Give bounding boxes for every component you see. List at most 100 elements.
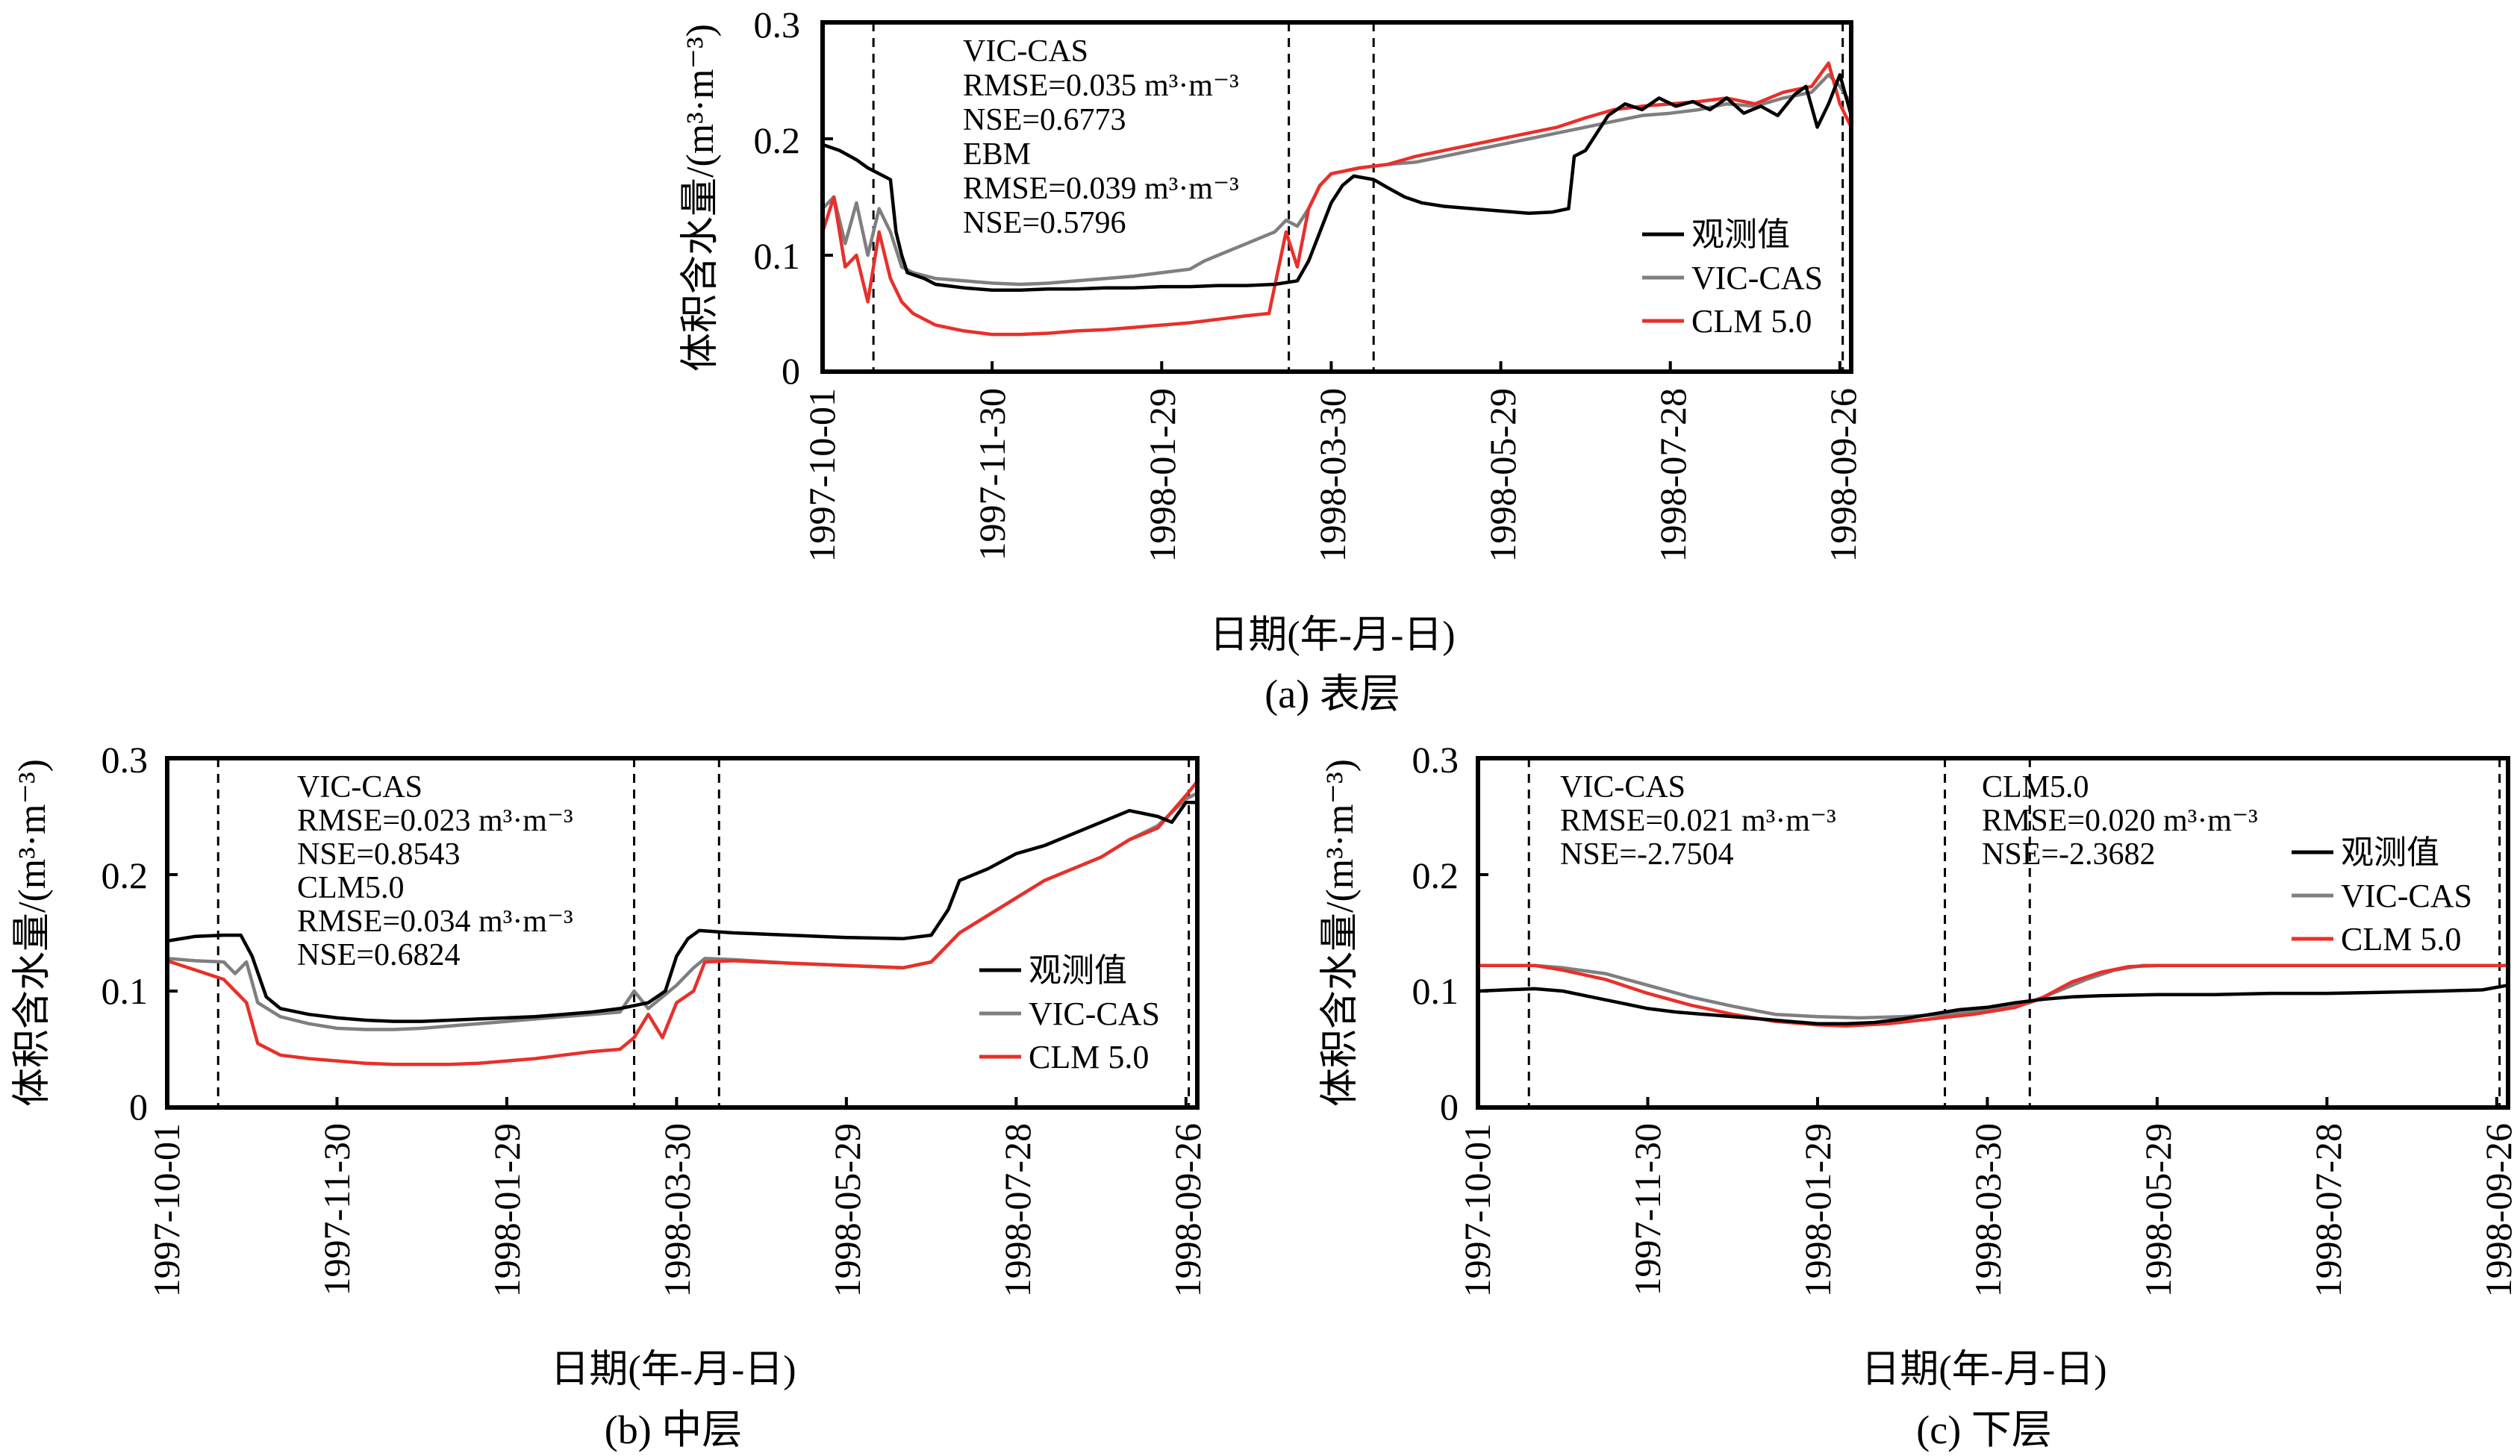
y-axis-label: 体积含水量/(m³·m⁻³)	[11, 759, 54, 1107]
event-markers	[1527, 758, 2501, 1107]
annotation-line: RMSE=0.023 m³·m⁻³	[297, 804, 573, 838]
legend-label: CLM 5.0	[1691, 303, 1812, 340]
y-ticks: 0 0.1 0.2 0.3	[754, 4, 801, 392]
x-tick-label: 1998-09-26	[1167, 1123, 1208, 1297]
annotation-line: CLM5.0	[297, 871, 405, 905]
annotation-line: VIC-CAS	[963, 34, 1088, 69]
event-markers	[872, 22, 1844, 372]
legend-label: VIC-CAS	[1029, 996, 1160, 1032]
y-axis-label: 体积含水量/(m³·m⁻³)	[1319, 759, 1362, 1107]
x-tick-label: 1997-11-30	[1627, 1123, 1668, 1296]
annotation-line: VIC-CAS	[297, 770, 422, 804]
metrics-annotation: VIC-CAS RMSE=0.035 m³·m⁻³ NSE=0.6773 EBM…	[963, 34, 1239, 240]
annotation-line: RMSE=0.035 m³·m⁻³	[963, 69, 1239, 103]
series-line-clm	[1478, 963, 2508, 1028]
y-tick-label: 0.3	[1412, 739, 1459, 781]
plot-area	[1476, 756, 2510, 1110]
legend-label: CLM 5.0	[2341, 921, 2461, 957]
y-tick-label: 0.2	[1412, 854, 1459, 896]
y-tick-label: 0.3	[754, 4, 801, 46]
annotation-line: RMSE=0.039 m³·m⁻³	[963, 172, 1239, 206]
annotation-line: NSE=0.8543	[297, 837, 461, 872]
annotation-line: NSE=0.5796	[963, 206, 1126, 240]
panel-caption: (b) 中层	[605, 1407, 742, 1452]
annotation-line: EBM	[963, 137, 1031, 172]
legend-label: VIC-CAS	[1691, 260, 1823, 296]
x-ticks: 1997-10-01 1997-11-30 1998-01-29 1998-03…	[146, 1123, 1208, 1297]
annotation-line: RMSE=0.020 m³·m⁻³	[1982, 804, 2258, 838]
x-tick-label: 1998-05-29	[826, 1123, 868, 1297]
series-line-observed	[822, 72, 1853, 293]
legend-label: CLM 5.0	[1029, 1039, 1149, 1075]
tick-marks	[1476, 757, 2498, 1109]
y-tick-label: 0.2	[754, 119, 801, 161]
annotation-line: NSE=0.6824	[297, 938, 461, 972]
plot-frame	[165, 756, 1200, 1110]
series-line-observed	[1477, 983, 2509, 1025]
plot-area	[820, 20, 1853, 374]
y-tick-label: 0	[782, 350, 800, 392]
y-ticks: 0 0.1 0.2 0.3	[1412, 739, 1459, 1128]
series-line-vic-cas	[821, 72, 1853, 287]
y-tick-label: 0.3	[102, 739, 149, 781]
annotation-line: CLM5.0	[1982, 770, 2089, 804]
legend: 观测值 VIC-CAS CLM 5.0	[2292, 834, 2472, 957]
x-tick-label: 1998-01-29	[1797, 1123, 1838, 1297]
x-tick-label: 1998-07-28	[2307, 1123, 2349, 1297]
x-tick-label: 1997-11-30	[971, 388, 1013, 560]
legend-label: 观测值	[1691, 216, 1790, 253]
tick-marks	[166, 757, 1188, 1109]
x-tick-label: 1998-01-29	[1141, 388, 1183, 562]
x-tick-label: 1997-10-01	[146, 1123, 187, 1297]
y-tick-label: 0.1	[1412, 970, 1459, 1012]
x-tick-label: 1998-03-30	[656, 1123, 698, 1297]
x-ticks: 1997-10-01 1997-11-30 1998-01-29 1998-03…	[1456, 1123, 2519, 1297]
y-tick-label: 0	[129, 1086, 148, 1128]
y-tick-label: 0.2	[102, 854, 149, 896]
y-tick-label: 0	[1440, 1086, 1459, 1128]
x-tick-label: 1998-03-30	[1312, 388, 1353, 562]
annotation-line: NSE=-2.7504	[1560, 837, 1734, 872]
x-tick-label: 1998-01-29	[486, 1123, 528, 1297]
series-group	[820, 61, 1853, 337]
plot-frame	[1476, 756, 2510, 1110]
annotation-line: RMSE=0.034 m³·m⁻³	[297, 904, 573, 939]
annotation-line: NSE=0.6773	[963, 103, 1126, 137]
annotation-line: NSE=-2.3682	[1982, 837, 2156, 872]
metrics-annotation-clm: CLM5.0 RMSE=0.020 m³·m⁻³ NSE=-2.3682	[1982, 770, 2258, 872]
series-group	[1477, 963, 2509, 1028]
legend-label: VIC-CAS	[2341, 878, 2472, 914]
x-axis-label: 日期(年-月-日)	[1209, 614, 1455, 657]
x-tick-label: 1998-09-26	[1822, 388, 1864, 562]
series-line-clm	[820, 61, 1853, 337]
panel-b-middle-layer: 体积含水量/(m³·m⁻³) 0 0.1 0.2 0.3 1997-10-01 …	[11, 739, 1208, 1452]
annotation-line: VIC-CAS	[1560, 770, 1685, 804]
series-line-clm	[166, 780, 1199, 1066]
metrics-annotation: VIC-CAS RMSE=0.023 m³·m⁻³ NSE=0.8543 CLM…	[297, 770, 573, 972]
plot-frame	[820, 20, 1853, 374]
legend: 观测值 VIC-CAS CLM 5.0	[1642, 216, 1823, 340]
y-ticks: 0 0.1 0.2 0.3	[102, 739, 149, 1128]
y-tick-label: 0.1	[754, 235, 801, 277]
x-tick-label: 1998-05-29	[1482, 388, 1523, 562]
x-ticks: 1997-10-01 1997-11-30 1998-01-29 1998-03…	[801, 388, 1864, 562]
legend-label: 观测值	[1029, 952, 1127, 989]
x-tick-label: 1998-09-26	[2477, 1123, 2519, 1297]
x-axis-label: 日期(年-月-日)	[1861, 1349, 2106, 1391]
panel-caption: (a) 表层	[1264, 672, 1400, 716]
metrics-annotation-vic-cas: VIC-CAS RMSE=0.021 m³·m⁻³ NSE=-2.7504	[1560, 770, 1836, 872]
y-tick-label: 0.1	[102, 970, 149, 1012]
x-tick-label: 1997-11-30	[316, 1123, 358, 1296]
y-axis-label: 体积含水量/(m³·m⁻³)	[679, 24, 722, 372]
legend: 观测值 VIC-CAS CLM 5.0	[979, 952, 1160, 1075]
panel-c-lower-layer: 体积含水量/(m³·m⁻³) 0 0.1 0.2 0.3 1997-10-01 …	[1319, 739, 2519, 1452]
tick-marks	[821, 21, 1841, 373]
panel-caption: (c) 下层	[1916, 1407, 2051, 1452]
x-tick-label: 1998-07-28	[997, 1123, 1038, 1297]
series-group	[166, 780, 1199, 1066]
x-axis-label: 日期(年-月-日)	[550, 1349, 796, 1391]
plot-area	[165, 756, 1200, 1110]
annotation-line: RMSE=0.021 m³·m⁻³	[1560, 804, 1836, 838]
series-line-observed	[166, 801, 1197, 1023]
